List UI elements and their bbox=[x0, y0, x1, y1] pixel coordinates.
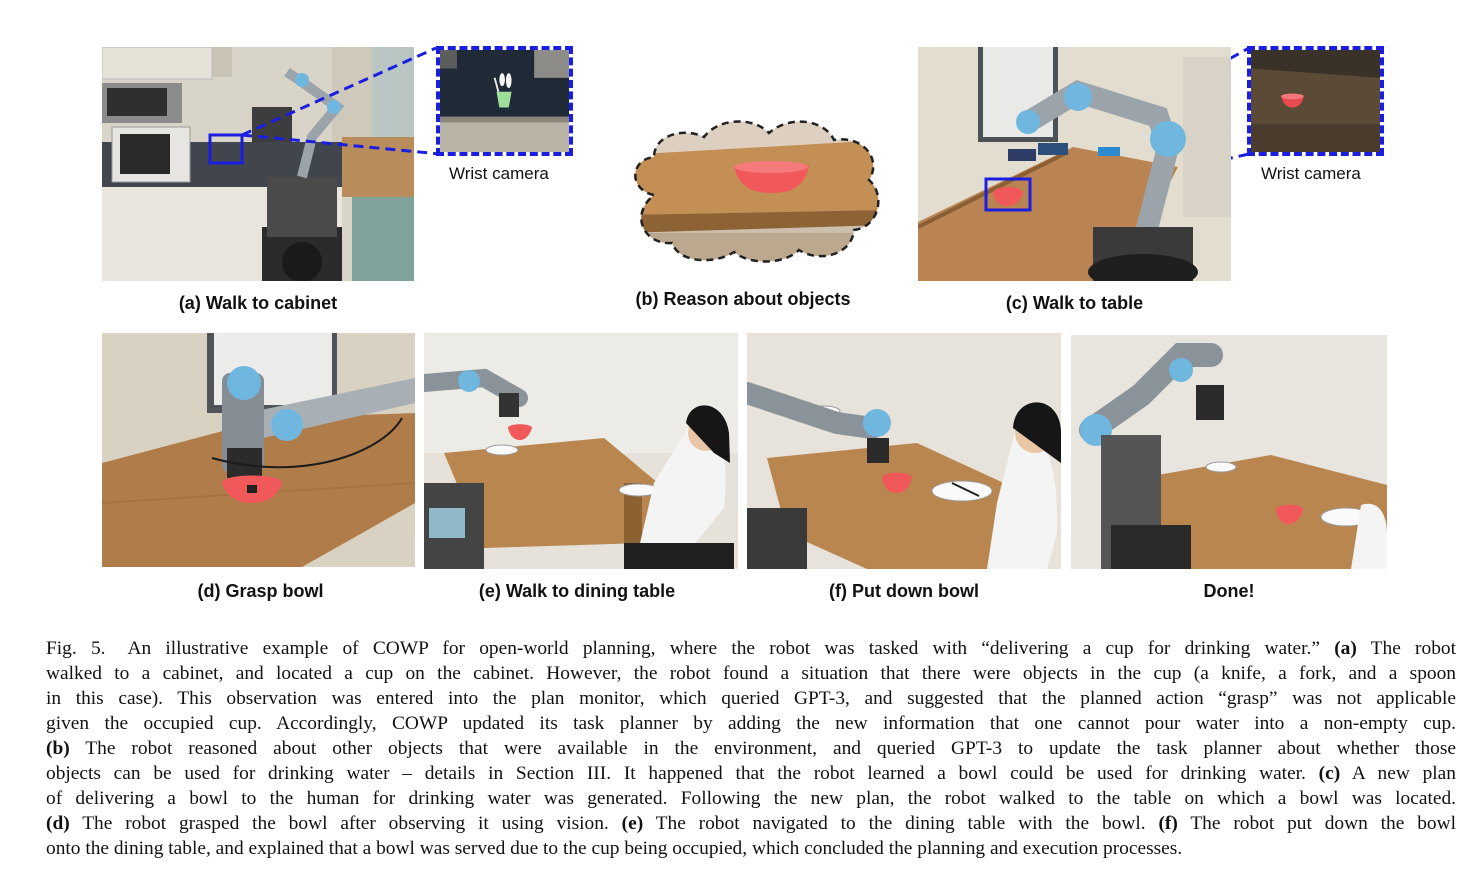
caption-line: walked to a cabinet, and located a cup o… bbox=[46, 661, 1456, 686]
inset-label-c: Wrist camera bbox=[1261, 164, 1361, 183]
caption-text: objects can be used for drinking water –… bbox=[46, 763, 1319, 784]
caption-line: (b) The robot reasoned about other objec… bbox=[46, 736, 1456, 761]
caption-text: The robot grasped the bowl after observi… bbox=[69, 813, 622, 834]
panel-caption-d: (d) Grasp bowl bbox=[197, 581, 324, 601]
wrist-camera-inset-c bbox=[1247, 46, 1384, 156]
caption-text: The robot navigated to the dining table … bbox=[643, 813, 1159, 834]
panel-caption-b: (b) Reason about objects bbox=[635, 289, 851, 309]
caption-panel-ref: (c) bbox=[1318, 763, 1341, 784]
caption-text: The robot bbox=[1356, 638, 1456, 659]
caption-panel-ref: (e) bbox=[621, 813, 644, 834]
photo-done bbox=[1071, 335, 1387, 569]
inset-label-a: Wrist camera bbox=[449, 164, 549, 183]
caption-text: An illustrative example of COWP for open… bbox=[127, 638, 1335, 659]
caption-panel-ref: (a) bbox=[1334, 638, 1357, 659]
photo-walk-to-cabinet bbox=[102, 47, 414, 281]
caption-text: in this case). This observation was ente… bbox=[46, 688, 1456, 709]
panel-caption-f: (f) Put down bowl bbox=[829, 581, 979, 601]
caption-line: in this case). This observation was ente… bbox=[46, 686, 1456, 711]
caption-text: given the occupied cup. Accordingly, COW… bbox=[46, 713, 1456, 734]
caption-panel-ref: (d) bbox=[46, 813, 70, 834]
photo-reason-about-objects bbox=[624, 115, 886, 265]
wrist-camera-inset-a bbox=[436, 46, 573, 156]
caption-text: A new plan bbox=[1340, 763, 1456, 784]
photo-put-down-bowl bbox=[747, 333, 1061, 569]
caption-line: given the occupied cup. Accordingly, COW… bbox=[46, 711, 1456, 736]
caption-text: walked to a cabinet, and located a cup o… bbox=[46, 663, 1456, 684]
panel-caption-a: (a) Walk to cabinet bbox=[178, 293, 338, 313]
caption-line: of delivering a bowl to the human for dr… bbox=[46, 786, 1456, 811]
caption-line: onto the dining table, and explained tha… bbox=[46, 836, 1456, 861]
photo-grasp-bowl bbox=[102, 333, 415, 567]
photo-walk-to-table bbox=[918, 47, 1231, 281]
figure-caption: Fig. 5. An illustrative example of COWP f… bbox=[46, 636, 1456, 861]
caption-text: The robot put down the bowl bbox=[1177, 813, 1456, 834]
panel-caption-done: Done! bbox=[1203, 581, 1255, 601]
caption-text: The robot reasoned about other objects t… bbox=[69, 738, 1456, 759]
panel-caption-c: (c) Walk to table bbox=[1005, 293, 1144, 313]
caption-line: (d) The robot grasped the bowl after obs… bbox=[46, 811, 1456, 836]
photo-walk-to-dining-table bbox=[424, 333, 738, 569]
figure-label: Fig. 5. bbox=[46, 638, 106, 659]
caption-panel-ref: (f) bbox=[1158, 813, 1178, 834]
caption-line: objects can be used for drinking water –… bbox=[46, 761, 1456, 786]
panel-caption-e: (e) Walk to dining table bbox=[478, 581, 676, 601]
caption-panel-ref: (b) bbox=[46, 738, 70, 759]
caption-line: Fig. 5. An illustrative example of COWP f… bbox=[46, 636, 1456, 661]
caption-text: onto the dining table, and explained tha… bbox=[46, 838, 1183, 859]
caption-text: of delivering a bowl to the human for dr… bbox=[46, 788, 1456, 809]
